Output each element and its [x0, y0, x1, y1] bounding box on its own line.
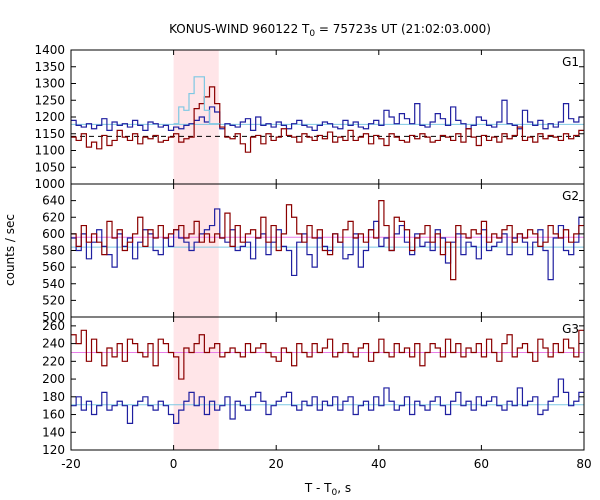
x-tick-label: 40 [371, 457, 386, 471]
g2-panel-label: G2 [562, 189, 579, 203]
g1-y-tick-label: 1350 [34, 60, 65, 74]
x-tick-label: 20 [269, 457, 284, 471]
g2-y-tick-label: 500 [42, 310, 65, 324]
g1-y-tick-label: 1200 [34, 110, 65, 124]
g1-series-light_blue [173, 76, 220, 125]
g3-y-tick-label: 260 [42, 319, 65, 333]
g3-y-tick-label: 200 [42, 372, 65, 386]
g2-y-tick-label: 540 [42, 277, 65, 291]
g1-y-tick-label: 1400 [34, 43, 65, 57]
g3-y-tick-label: 160 [42, 408, 65, 422]
g3-panel-label: G3 [562, 322, 579, 336]
g1-series-red [71, 86, 584, 153]
g2-series-red [71, 200, 584, 281]
g3-y-tick-label: 240 [42, 337, 65, 351]
g2-y-tick-label: 560 [42, 260, 65, 274]
g3-y-tick-label: 120 [42, 443, 65, 457]
x-tick-label: -20 [61, 457, 81, 471]
x-tick-label: 0 [170, 457, 178, 471]
g2-y-tick-label: 640 [42, 194, 65, 208]
chart-title: KONUS-WIND 960122 T0 = 75723s UT (21:02:… [169, 22, 491, 39]
g1-series-blue [71, 99, 584, 131]
series-layer [71, 76, 584, 424]
g3-series-red [71, 329, 584, 380]
g1-y-tick-label: 1250 [34, 93, 65, 107]
g3-y-tick-label: 140 [42, 425, 65, 439]
g3-series-blue [71, 378, 584, 424]
g2-series-blue [71, 208, 584, 281]
g1-panel-label: G1 [562, 55, 579, 69]
g1-y-tick-label: 1000 [34, 177, 65, 191]
g3-y-tick-label: 180 [42, 390, 65, 404]
x-tick-label: 80 [576, 457, 591, 471]
g2-y-tick-label: 520 [42, 293, 65, 307]
g3-panel-frame [70, 316, 585, 451]
highlight-layer [173, 50, 219, 450]
g2-y-tick-label: 580 [42, 244, 65, 258]
background-level-layer [71, 123, 584, 406]
highlight-interval-band [173, 50, 219, 450]
tick-layer: 100010501100115012001250130013501400G150… [34, 43, 591, 471]
x-tick-label: 60 [474, 457, 489, 471]
y-axis-title: counts / sec [3, 214, 17, 286]
g1-y-tick-label: 1100 [34, 144, 65, 158]
g2-y-tick-label: 600 [42, 227, 65, 241]
g1-y-tick-label: 1150 [34, 127, 65, 141]
g1-y-tick-label: 1300 [34, 77, 65, 91]
g1-y-tick-label: 1050 [34, 160, 65, 174]
x-axis-title: T - T0, s [304, 481, 351, 498]
g3-y-tick-label: 220 [42, 354, 65, 368]
g2-y-tick-label: 620 [42, 210, 65, 224]
